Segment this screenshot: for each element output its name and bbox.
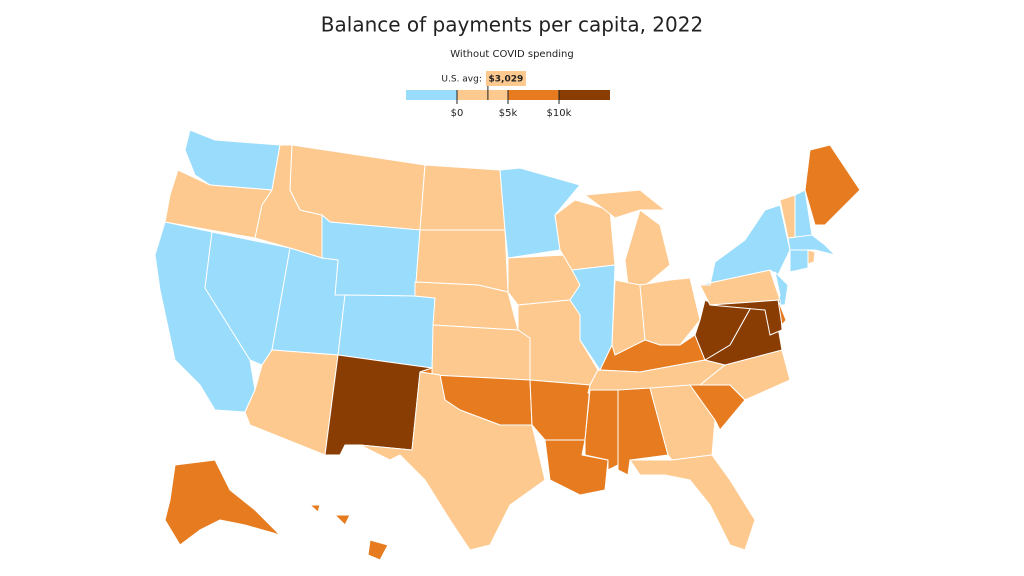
region (584, 189, 666, 219)
legend-tick-label: $5k (499, 108, 518, 119)
legend-tick-label: $0 (451, 108, 464, 119)
region (624, 209, 671, 291)
region (629, 454, 756, 551)
region (334, 514, 351, 526)
legend-tick-label: $10k (547, 108, 572, 119)
region (164, 459, 281, 546)
region (419, 164, 506, 231)
region (804, 144, 861, 226)
region (367, 539, 389, 561)
avg-box (485, 71, 526, 86)
avg-value: $3,029 (489, 75, 524, 85)
region (529, 379, 591, 441)
region (244, 349, 339, 456)
region (709, 299, 783, 336)
legend-swatch (406, 90, 457, 100)
region (807, 249, 816, 265)
legend: $0 $5k $10k U.S. avg: $3,029 (406, 71, 610, 119)
title: Balance of payments per capita, 2022 (321, 13, 703, 37)
region (309, 504, 321, 513)
legend-swatch (508, 90, 559, 100)
subtitle: Without COVID spending (450, 49, 573, 60)
region (789, 249, 809, 273)
legend-swatch (457, 90, 508, 100)
region (359, 371, 546, 551)
legend-swatch (559, 90, 610, 100)
region (431, 324, 531, 381)
region (699, 204, 791, 286)
avg-label: U.S. avg: (441, 75, 481, 85)
region (639, 277, 701, 346)
region (777, 299, 787, 326)
region (774, 271, 789, 306)
map (154, 129, 861, 561)
